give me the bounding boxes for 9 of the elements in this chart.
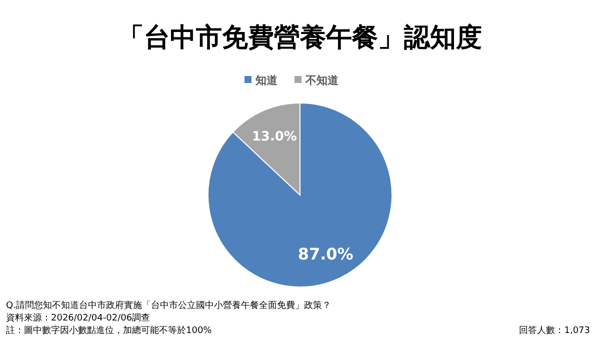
legend-label: 知道 — [254, 74, 278, 87]
text: Q.請問您知不知道台中市政府實施「台中市公立國中小營養午餐全面免費」政策？ — [6, 300, 331, 311]
legend-label: 不知道 — [304, 74, 340, 87]
chart-title: 「台中市免費營養午餐」認知度 — [118, 23, 482, 53]
source-note: 資料來源：2026/02/04-02/06調查 — [6, 312, 150, 324]
data-label: 13.0% — [252, 129, 297, 144]
text: 回答人數：1,073 — [519, 325, 590, 336]
data-label: 87.0% — [298, 244, 354, 264]
text: 註：圖中數字因小數點進位，加總可能不等於100% — [6, 325, 212, 336]
